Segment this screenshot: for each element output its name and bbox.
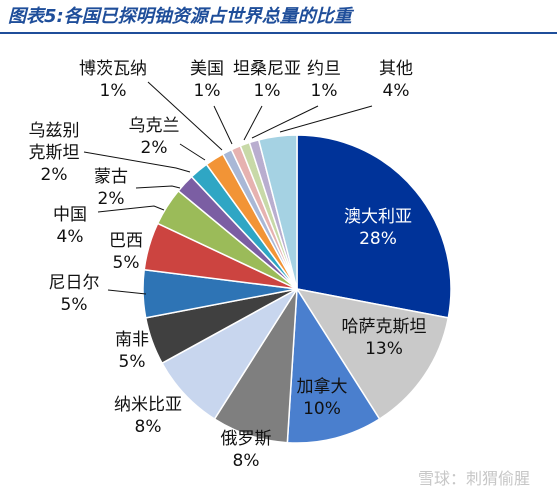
slice-value-usa: 1% — [194, 81, 221, 101]
watermark: 雪球：刺猬偷腥 — [418, 469, 530, 488]
leader-line-uzbekistan — [83, 151, 191, 173]
slice-label-jordan: 约旦 — [307, 59, 341, 79]
slice-value-canada: 10% — [303, 399, 341, 419]
slice-value-kazakhstan: 13% — [365, 339, 403, 359]
slice-label-mongolia: 蒙古 — [94, 167, 128, 187]
slice-label-canada: 加拿大 — [297, 376, 348, 397]
slice-value-brazil: 5% — [113, 253, 140, 273]
slice-label-namibia: 纳米比亚 — [114, 395, 182, 415]
pie-slice-australia — [296, 134, 452, 319]
slice-value-south-africa: 5% — [119, 352, 146, 372]
slice-value-australia: 28% — [359, 229, 397, 249]
leader-line-usa — [213, 105, 233, 145]
pie-slice-kazakhstan — [295, 287, 450, 421]
leader-line-niger — [107, 289, 147, 295]
slice-value-ukraine: 2% — [141, 138, 168, 158]
slice-value-tanzania: 1% — [254, 81, 281, 101]
slice-value-jordan: 1% — [311, 81, 338, 101]
slice-label-australia: 澳大利亚 — [344, 207, 412, 227]
leader-line-tanzania — [243, 105, 263, 141]
chart-title: 图表5:各国已探明铀资源占世界总量的比重 — [8, 6, 355, 27]
slice-label-ukraine: 乌克兰 — [129, 116, 180, 136]
slice-value-niger: 5% — [61, 295, 88, 315]
slice-label-kazakhstan: 哈萨克斯坦 — [342, 317, 427, 337]
slice-label-other: 其他 — [379, 59, 413, 79]
slice-label-niger: 尼日尔 — [49, 273, 100, 293]
slice-value-namibia: 8% — [135, 417, 162, 437]
leader-line-other — [279, 105, 373, 133]
slice-label-uzbekistan: 乌兹别克斯坦 — [29, 121, 80, 163]
pie-slice-other — [257, 134, 298, 290]
pie-slice-canada — [286, 286, 381, 444]
leader-line-china — [97, 205, 165, 213]
slice-label-south-africa: 南非 — [115, 330, 149, 350]
slice-value-china: 4% — [57, 227, 84, 247]
slice-value-russia: 8% — [233, 451, 260, 471]
slice-label-tanzania: 坦桑尼亚 — [233, 59, 301, 79]
leader-line-jordan — [251, 105, 319, 139]
slice-label-china: 中国 — [53, 205, 87, 225]
pie-slices — [142, 134, 452, 444]
slice-value-uzbekistan: 2% — [41, 165, 68, 185]
slice-value-mongolia: 2% — [98, 189, 125, 209]
slice-label-usa: 美国 — [190, 59, 224, 79]
slice-labels: 澳大利亚28%哈萨克斯坦13%加拿大10%俄罗斯8%纳米比亚8%南非5%尼日尔5… — [29, 59, 427, 471]
slice-value-other: 4% — [383, 81, 410, 101]
leader-line-ukraine — [179, 143, 206, 161]
slice-value-botswana: 1% — [100, 81, 127, 101]
leader-line-mongolia — [135, 185, 181, 189]
slice-label-brazil: 巴西 — [109, 231, 143, 251]
leader-lines — [83, 81, 373, 295]
leader-line-botswana — [147, 81, 223, 151]
slice-label-russia: 俄罗斯 — [221, 429, 272, 449]
slice-label-botswana: 博茨瓦纳 — [79, 59, 147, 79]
